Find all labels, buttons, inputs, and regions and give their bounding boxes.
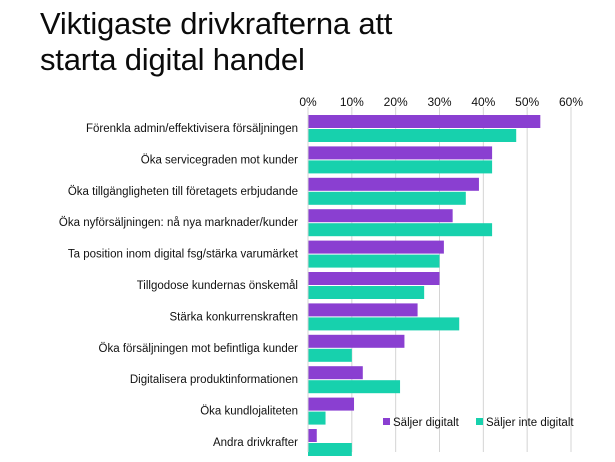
bar-saljer-inte-digitalt bbox=[308, 380, 401, 394]
bar-saljer-digitalt bbox=[308, 397, 355, 411]
chart-title-line-1: Viktigaste drivkrafterna att bbox=[40, 6, 393, 41]
x-tick-label: 60% bbox=[559, 95, 583, 109]
bar-saljer-digitalt bbox=[308, 272, 440, 285]
bar-saljer-inte-digitalt bbox=[308, 443, 352, 456]
category-label: Digitalisera produktinformationen bbox=[130, 374, 298, 386]
category-label: Stärka konkurrenskraften bbox=[170, 311, 298, 323]
bar-saljer-digitalt bbox=[308, 115, 541, 128]
category-label: Öka kundlojaliteten bbox=[200, 406, 298, 418]
x-tick-label: 10% bbox=[340, 95, 364, 109]
legend-label-saljer-digitalt: Säljer digitalt bbox=[393, 417, 460, 429]
bar-saljer-inte-digitalt bbox=[308, 348, 352, 362]
bar-saljer-inte-digitalt bbox=[308, 129, 517, 142]
x-tick-label: 40% bbox=[471, 95, 495, 109]
bar-saljer-inte-digitalt bbox=[308, 191, 466, 205]
category-label: Tillgodose kundernas önskemål bbox=[137, 280, 298, 292]
category-label: Öka försäljningen mot befintliga kunder bbox=[99, 343, 299, 355]
bar-saljer-digitalt bbox=[308, 209, 453, 223]
bar-saljer-inte-digitalt bbox=[308, 160, 493, 174]
x-tick-label: 50% bbox=[515, 95, 539, 109]
x-tick-label: 0% bbox=[299, 95, 317, 109]
bar-saljer-digitalt bbox=[308, 177, 479, 191]
category-label: Ta position inom digital fsg/stärka varu… bbox=[68, 249, 299, 261]
bar-saljer-inte-digitalt bbox=[308, 317, 460, 331]
x-tick-label: 20% bbox=[384, 95, 408, 109]
category-label: Öka tillgängligheten till företagets erb… bbox=[68, 186, 298, 198]
category-label: Öka servicegraden mot kunder bbox=[141, 154, 298, 166]
bar-saljer-digitalt bbox=[308, 366, 363, 380]
category-label: Förenkla admin/effektivisera försäljning… bbox=[86, 123, 298, 135]
chart-title: Viktigaste drivkrafterna att starta digi… bbox=[40, 6, 600, 78]
chart-title-line-2: starta digital handel bbox=[40, 42, 305, 77]
legend-swatch-saljer-inte-digitalt bbox=[476, 418, 483, 425]
bar-saljer-inte-digitalt bbox=[308, 286, 425, 299]
bar-saljer-digitalt bbox=[308, 334, 405, 348]
category-label: Andra drivkrafter bbox=[213, 437, 298, 449]
bar-saljer-inte-digitalt bbox=[308, 223, 493, 237]
bar-saljer-inte-digitalt bbox=[308, 411, 326, 425]
category-label: Öka nyförsäljningen: nå nya marknader/ku… bbox=[59, 217, 298, 229]
bar-saljer-inte-digitalt bbox=[308, 254, 440, 268]
bar-saljer-digitalt bbox=[308, 303, 418, 317]
bar-saljer-digitalt bbox=[308, 240, 444, 254]
bar-saljer-digitalt bbox=[308, 429, 317, 442]
x-tick-label: 30% bbox=[427, 95, 451, 109]
bar-saljer-digitalt bbox=[308, 146, 493, 160]
legend-label-saljer-inte-digitalt: Säljer inte digitalt bbox=[486, 417, 574, 429]
legend-swatch-saljer-digitalt bbox=[383, 418, 390, 425]
